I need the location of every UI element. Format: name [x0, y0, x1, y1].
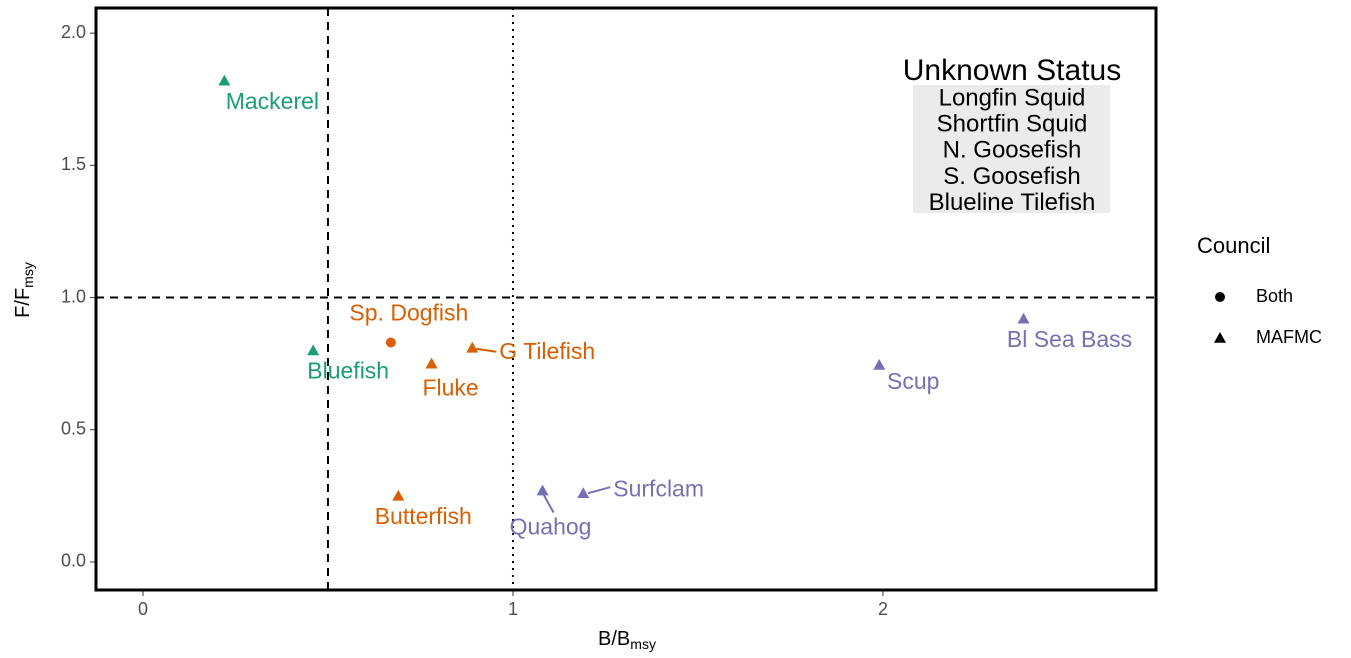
x-tick-label: 0	[138, 599, 148, 619]
point-label: Mackerel	[226, 88, 319, 114]
point	[873, 358, 886, 370]
x-axis-label-sub: msy	[630, 636, 656, 652]
point	[536, 484, 549, 496]
point-label: Quahog	[510, 514, 592, 540]
leader-line	[588, 486, 611, 495]
y-axis-label-sub: msy	[20, 262, 36, 288]
point-label: Sp. Dogfish	[349, 300, 468, 326]
x-axis-label-main: B/B	[598, 628, 630, 650]
y-axis-label-main: F/F	[12, 288, 34, 318]
legend-label: Both	[1256, 286, 1293, 306]
point-label: G Tilefish	[499, 338, 595, 364]
y-tick-label: 2.0	[61, 22, 86, 42]
point-label: Fluke	[422, 375, 478, 401]
point-label: Bl Sea Bass	[1007, 326, 1132, 352]
point	[392, 489, 405, 501]
point-label: Butterfish	[375, 503, 472, 529]
point	[425, 357, 438, 369]
annotation-line: Blueline Tilefish	[929, 189, 1096, 216]
point-label: Bluefish	[307, 358, 389, 384]
leader-line	[476, 347, 497, 353]
x-tick-label: 1	[508, 599, 518, 619]
point	[1017, 312, 1030, 324]
leader-line	[542, 494, 555, 514]
annotation-title: Unknown Status	[903, 54, 1121, 87]
annotation-line: Longfin Squid	[939, 84, 1086, 111]
plot-frame	[94, 6, 1158, 592]
y-axis-label: F/Fmsy	[12, 262, 35, 318]
point-label: Surfclam	[613, 475, 704, 501]
legend-symbol	[1215, 292, 1225, 302]
point	[466, 341, 479, 353]
point	[385, 337, 396, 348]
legend-label: MAFMC	[1256, 327, 1322, 347]
legend-symbol	[1214, 332, 1226, 343]
point	[577, 487, 590, 499]
point	[307, 344, 320, 356]
x-axis-label: B/Bmsy	[598, 628, 656, 651]
point	[218, 74, 231, 86]
y-tick-label: 1.0	[61, 286, 86, 306]
annotation-box	[913, 85, 1110, 213]
point-label: Scup	[887, 368, 939, 394]
y-tick-label: 0.5	[61, 419, 86, 439]
annotation-line: Shortfin Squid	[937, 111, 1088, 138]
x-tick-label: 2	[878, 599, 888, 619]
legend-title: Council	[1197, 233, 1270, 258]
annotation-line: S. Goosefish	[943, 163, 1080, 190]
y-tick-label: 0.0	[61, 551, 86, 571]
annotation-line: N. Goosefish	[943, 137, 1082, 164]
y-tick-label: 1.5	[61, 154, 86, 174]
